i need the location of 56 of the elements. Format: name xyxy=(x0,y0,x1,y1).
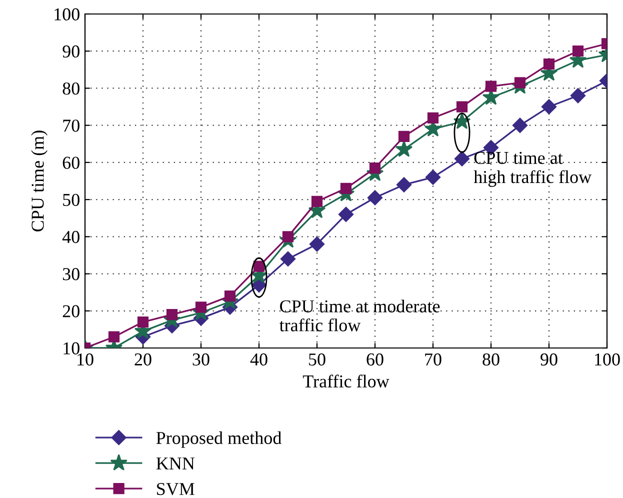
point xyxy=(340,182,352,194)
y-tick-label: 40 xyxy=(62,230,80,244)
point xyxy=(453,112,471,130)
annotation: CPU time at moderate traffic flow xyxy=(279,300,440,332)
y-tick-label: 30 xyxy=(62,268,80,280)
y-tick-label: 80 xyxy=(62,82,80,95)
x-tick-label: 100 xyxy=(595,353,620,366)
point xyxy=(425,170,441,185)
point xyxy=(369,162,381,174)
point xyxy=(427,112,439,124)
x-tick-label: 10 xyxy=(78,353,94,366)
x-tick-label: 80 xyxy=(482,353,500,366)
y-tick-label: 10 xyxy=(64,342,80,354)
y-tick-label: 20 xyxy=(62,305,80,318)
point xyxy=(395,140,413,157)
x-tick-label: 90 xyxy=(540,353,558,366)
y-axis-title: CPU time (m) xyxy=(31,130,48,232)
point xyxy=(166,309,178,320)
point xyxy=(541,99,557,114)
point xyxy=(367,190,383,206)
point xyxy=(309,236,325,252)
legend-label: Proposed method xyxy=(156,431,282,448)
y-tick-label: 70 xyxy=(63,120,80,132)
point xyxy=(253,260,265,272)
y-tick-label: 90 xyxy=(62,45,80,58)
point xyxy=(282,231,294,242)
point xyxy=(454,151,470,166)
point xyxy=(338,206,354,222)
point xyxy=(280,251,296,267)
legend-label: SVM xyxy=(157,482,194,496)
x-tick-label: 20 xyxy=(134,353,152,366)
point xyxy=(137,316,149,328)
x-tick-label: 30 xyxy=(192,353,210,366)
point xyxy=(108,331,120,342)
legend-label: KNN xyxy=(156,458,195,470)
point xyxy=(512,118,528,133)
point xyxy=(572,46,584,57)
point xyxy=(514,77,526,88)
annotation: CPU time at high traffic flow xyxy=(474,152,592,187)
point xyxy=(570,88,586,104)
point xyxy=(224,290,236,302)
y-tick-label: 100 xyxy=(54,8,80,20)
point xyxy=(543,58,555,70)
point xyxy=(396,177,412,192)
point xyxy=(311,196,323,207)
y-tick-label: 60 xyxy=(62,156,80,169)
x-tick-label: 40 xyxy=(250,353,268,366)
y-tick-label: 50 xyxy=(63,194,80,206)
x-axis-title: Traffic flow xyxy=(302,374,390,388)
x-tick-label: 50 xyxy=(309,353,326,366)
x-tick-label: 70 xyxy=(425,353,442,366)
point xyxy=(195,302,207,313)
point xyxy=(456,101,468,112)
point xyxy=(398,130,410,142)
x-tick-label: 60 xyxy=(366,353,384,366)
point xyxy=(485,80,497,92)
